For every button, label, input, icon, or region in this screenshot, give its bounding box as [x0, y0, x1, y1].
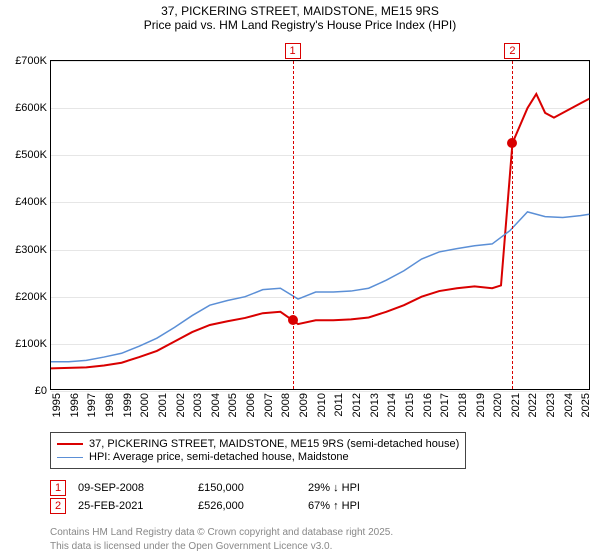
event-price: £526,000 [198, 500, 308, 512]
y-tick-label: £600K [15, 102, 47, 114]
x-tick-label: 2021 [510, 393, 522, 417]
x-tick-label: 1995 [51, 393, 63, 417]
event-date: 25-FEB-2021 [78, 500, 198, 512]
x-tick-label: 2003 [192, 393, 204, 417]
footer-line-2: This data is licensed under the Open Gov… [50, 541, 332, 552]
x-tick-label: 2020 [492, 393, 504, 417]
x-tick-label: 2001 [157, 393, 169, 417]
reference-label: 1 [285, 43, 301, 59]
y-tick-label: £500K [15, 149, 47, 161]
x-tick-label: 2007 [263, 393, 275, 417]
x-tick-label: 2004 [210, 393, 222, 417]
y-tick-label: £300K [15, 244, 47, 256]
event-delta: 29% ↓ HPI [308, 482, 408, 494]
legend-swatch [57, 443, 83, 445]
y-tick-label: £700K [15, 55, 47, 67]
legend-row: HPI: Average price, semi-detached house,… [57, 451, 459, 463]
footer-line-1: Contains HM Land Registry data © Crown c… [50, 527, 393, 538]
gridline-h [51, 391, 589, 392]
x-tick-label: 2019 [475, 393, 487, 417]
y-tick-label: £100K [15, 338, 47, 350]
event-dot [507, 138, 517, 148]
event-dot [288, 315, 298, 325]
title-line-1: 37, PICKERING STREET, MAIDSTONE, ME15 9R… [0, 4, 600, 18]
x-tick-label: 2014 [386, 393, 398, 417]
x-tick-label: 2025 [580, 393, 592, 417]
x-tick-label: 2006 [245, 393, 257, 417]
x-tick-label: 1996 [69, 393, 81, 417]
x-tick-label: 1999 [122, 393, 134, 417]
x-tick-label: 2011 [333, 393, 345, 417]
x-tick-label: 2009 [298, 393, 310, 417]
legend: 37, PICKERING STREET, MAIDSTONE, ME15 9R… [50, 432, 466, 469]
x-tick-label: 2023 [545, 393, 557, 417]
x-tick-label: 2013 [369, 393, 381, 417]
legend-label: 37, PICKERING STREET, MAIDSTONE, ME15 9R… [89, 438, 459, 450]
x-tick-label: 2012 [351, 393, 363, 417]
event-date: 09-SEP-2008 [78, 482, 198, 494]
chart-svg [51, 61, 591, 391]
x-tick-label: 2008 [280, 393, 292, 417]
y-tick-label: £400K [15, 196, 47, 208]
event-marker: 2 [50, 498, 66, 514]
title-line-2: Price paid vs. HM Land Registry's House … [0, 18, 600, 32]
x-tick-label: 2018 [457, 393, 469, 417]
events-table: 1 09-SEP-2008£150,00029% ↓ HPI 2 25-FEB-202… [50, 478, 408, 516]
event-delta: 67% ↑ HPI [308, 500, 408, 512]
x-tick-label: 1997 [86, 393, 98, 417]
x-tick-label: 2010 [316, 393, 328, 417]
legend-swatch [57, 457, 83, 458]
x-tick-label: 1998 [104, 393, 116, 417]
reference-line [293, 61, 294, 389]
x-tick-label: 2000 [139, 393, 151, 417]
reference-line [512, 61, 513, 389]
chart-plot-area: £0£100K£200K£300K£400K£500K£600K£700K199… [50, 60, 590, 390]
y-tick-label: £0 [35, 385, 47, 397]
event-marker: 1 [50, 480, 66, 496]
series-hpi [51, 212, 589, 362]
event-price: £150,000 [198, 482, 308, 494]
chart-title: 37, PICKERING STREET, MAIDSTONE, ME15 9R… [0, 0, 600, 32]
legend-row: 37, PICKERING STREET, MAIDSTONE, ME15 9R… [57, 438, 459, 450]
event-row: 2 25-FEB-2021£526,00067% ↑ HPI [50, 498, 408, 514]
x-tick-label: 2015 [404, 393, 416, 417]
x-tick-label: 2002 [175, 393, 187, 417]
y-tick-label: £200K [15, 291, 47, 303]
legend-label: HPI: Average price, semi-detached house,… [89, 451, 349, 463]
x-tick-label: 2005 [227, 393, 239, 417]
x-tick-label: 2024 [563, 393, 575, 417]
reference-label: 2 [504, 43, 520, 59]
x-tick-label: 2017 [439, 393, 451, 417]
x-tick-label: 2016 [422, 393, 434, 417]
x-tick-label: 2022 [527, 393, 539, 417]
event-row: 1 09-SEP-2008£150,00029% ↓ HPI [50, 480, 408, 496]
